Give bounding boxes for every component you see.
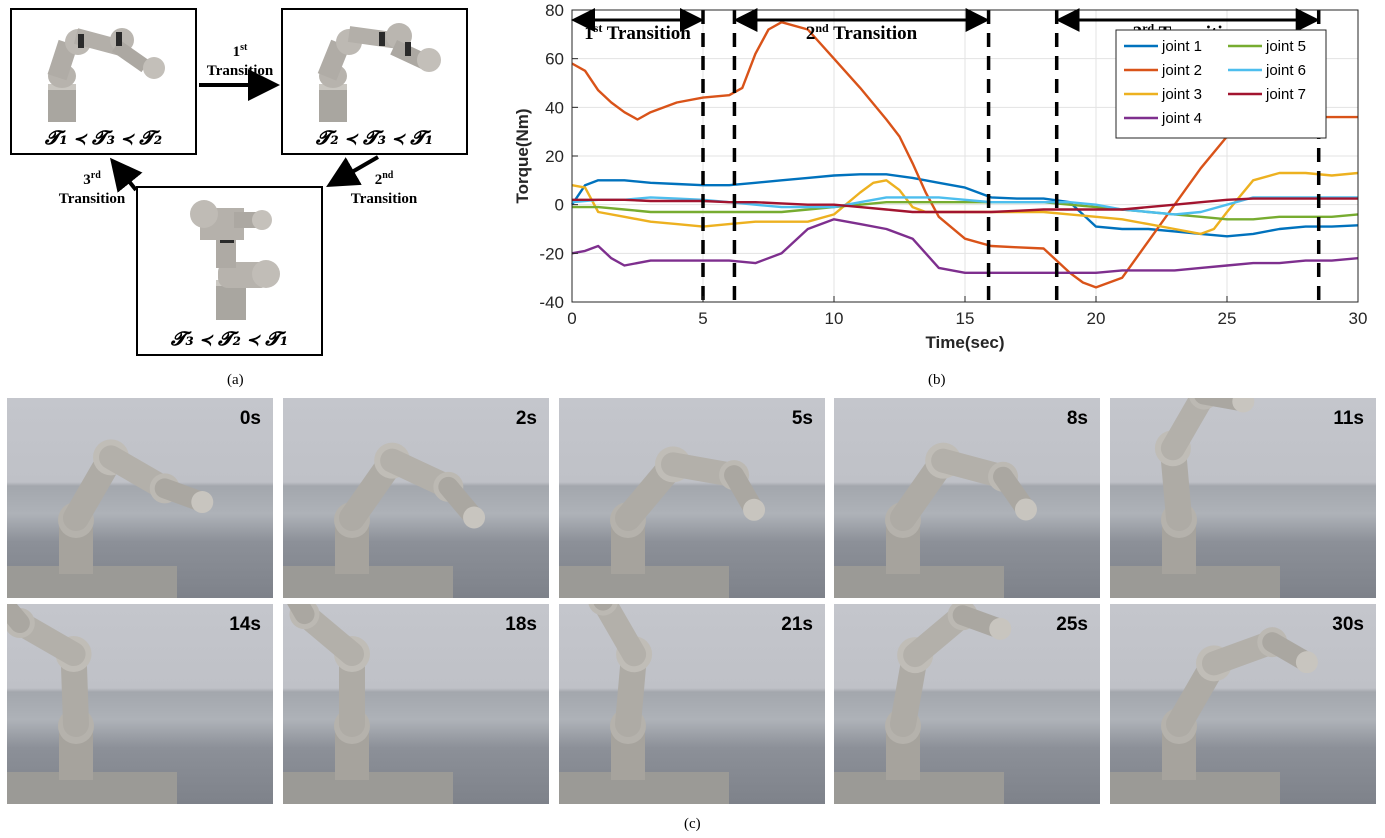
robot-photo-frame: 8s (834, 398, 1100, 598)
legend-entry: joint 7 (1265, 86, 1306, 103)
transition-arrows (109, 69, 380, 193)
robot-arm-image (1110, 627, 1318, 804)
state-box-3: 𝓣₃ ≺ 𝓣₂ ≺ 𝓣₁ (136, 186, 323, 356)
series-line-joint-4 (571, 218, 1359, 274)
y-tick-label: 40 (545, 98, 564, 117)
transition-ordinal: 3 (83, 172, 91, 188)
robot-arm-image (834, 604, 1012, 804)
caption-a: (a) (227, 372, 244, 388)
robot-arm-image (7, 604, 177, 804)
legend-entry: joint 5 (1265, 38, 1306, 55)
frame-time-label: 14s (229, 614, 261, 635)
x-tick-label: 10 (825, 309, 844, 328)
x-tick-label: 30 (1349, 309, 1368, 328)
transition-ordinal: 2 (374, 172, 383, 188)
y-tick-label: 20 (545, 147, 564, 166)
transition-word: Transition (206, 63, 274, 79)
frame-time-label: 2s (515, 408, 537, 429)
robot-arm-image (559, 604, 729, 804)
robot-photo-frame: 14s (7, 604, 273, 804)
transition-ordinal-suffix: nd (382, 170, 394, 181)
y-tick-label: 80 (545, 1, 564, 20)
transition-label-3: 3rd Transition (50, 166, 134, 209)
frame-time-label: 11s (1333, 408, 1364, 429)
frame-time-label: 0s (239, 408, 261, 429)
series-line-joint-1 (571, 173, 1359, 238)
robot-photo-frame: 25s (834, 604, 1100, 804)
robot-photo-frame: 18s (283, 604, 549, 804)
legend-entry: joint 4 (1161, 110, 1202, 127)
state-order-label: 𝓣₁ ≺ 𝓣₃ ≺ 𝓣₂ (44, 127, 163, 149)
x-tick-label: 15 (956, 309, 975, 328)
x-axis-label: Time(sec) (925, 333, 1004, 352)
robot-photo-frame: 21s (559, 604, 825, 804)
transition-word: Transition (58, 191, 126, 207)
robot-photo-frame: 5s (559, 398, 825, 598)
series-line-joint-5 (572, 201, 1359, 221)
robot-photo-frame: 2s (283, 398, 549, 598)
robot-pose-image (317, 23, 441, 122)
transition-ordinal-suffix: rd (90, 170, 101, 181)
robot-pose-image (190, 200, 280, 320)
x-tick-label: 5 (698, 309, 707, 328)
torque-chart: 0 5 10 15 20 25 30 -40 -20 0 20 40 60 80 Time(sec) Torq… (513, 1, 1368, 352)
legend-entry: joint 1 (1161, 38, 1202, 55)
y-tick-label: -20 (539, 244, 564, 263)
robot-arm-image (1110, 398, 1280, 598)
y-axis-label: Torque(Nm) (513, 108, 532, 203)
frame-time-label: 5s (791, 408, 813, 429)
transition-ordinal-suffix: st (240, 42, 248, 53)
caption-c: (c) (684, 816, 701, 832)
robot-arm-image (283, 604, 453, 804)
transition-span-label: 1st Transition (584, 21, 691, 44)
robot-photo-frame: 11s (1110, 398, 1376, 598)
robot-arm-image (834, 442, 1037, 598)
y-tick-label: 0 (555, 196, 564, 215)
state-box-1: 𝓣₁ ≺ 𝓣₃ ≺ 𝓣₂ (10, 8, 197, 155)
robot-arm-image (7, 439, 214, 598)
legend-entry: joint 6 (1265, 62, 1306, 79)
robot-arm-image (559, 446, 766, 598)
y-tick-label: 60 (545, 50, 564, 69)
x-tick-label: 0 (567, 309, 576, 328)
series-line-joint-2 (571, 21, 1358, 289)
frame-time-label: 25s (1056, 614, 1088, 635)
transition-label-2: 2nd Transition (344, 166, 424, 209)
y-tick-label: -40 (539, 293, 564, 312)
legend-entry: joint 2 (1161, 62, 1202, 79)
frame-time-label: 30s (1332, 614, 1364, 635)
frame-time-label: 21s (781, 614, 813, 635)
transition-label-1: 1st Transition (200, 38, 280, 81)
state-order-label: 𝓣₂ ≺ 𝓣₃ ≺ 𝓣₁ (315, 127, 434, 149)
robot-photo-frame: 0s (7, 398, 273, 598)
legend-entry: joint 3 (1161, 86, 1202, 103)
state-box-2: 𝓣₂ ≺ 𝓣₃ ≺ 𝓣₁ (281, 8, 468, 155)
legend-box (1115, 29, 1327, 139)
robot-arm-image (283, 442, 486, 598)
transition-word: Transition (350, 191, 418, 207)
robot-pose-image (47, 28, 165, 122)
transition-span-label: 2nd Transition (806, 21, 918, 44)
robot-photo-frame: 30s (1110, 604, 1376, 804)
caption-b: (b) (928, 372, 946, 388)
frame-time-label: 8s (1066, 408, 1088, 429)
x-tick-label: 25 (1218, 309, 1237, 328)
frame-time-label: 18s (505, 614, 537, 635)
x-tick-label: 20 (1087, 309, 1106, 328)
transition-ordinal: 1 (232, 44, 241, 60)
state-order-label: 𝓣₃ ≺ 𝓣₂ ≺ 𝓣₁ (170, 328, 289, 350)
